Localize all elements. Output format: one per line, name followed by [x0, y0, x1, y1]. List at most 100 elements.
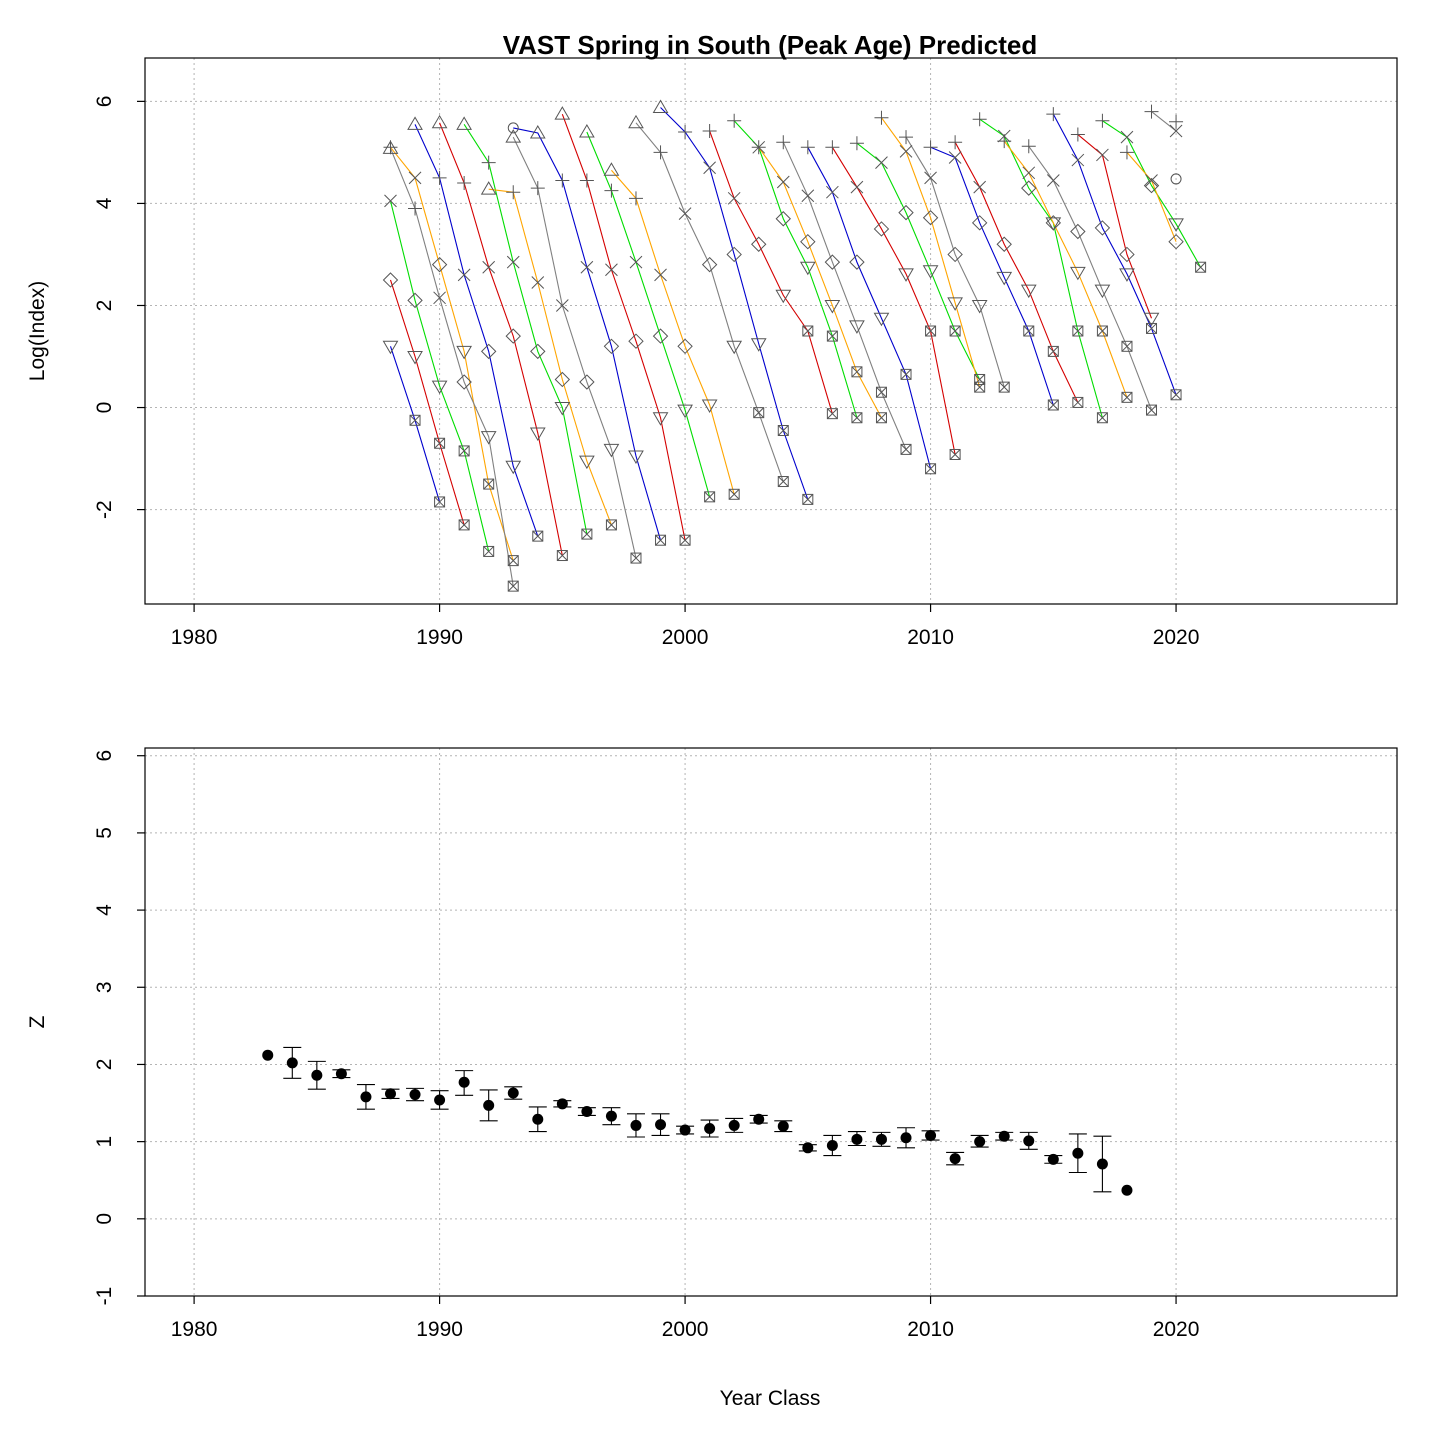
marker-square-x-cross	[974, 381, 986, 393]
marker-cross	[727, 191, 741, 205]
cohort-line	[1003, 140, 1128, 398]
marker-triangle-down	[603, 443, 620, 458]
marker-plus	[972, 112, 987, 127]
marker-triangle-down	[922, 265, 939, 279]
z-point	[1096, 1158, 1108, 1170]
marker-square-x-cross	[949, 325, 961, 337]
marker-triangle-up	[480, 181, 497, 195]
marker-square-x	[728, 488, 740, 500]
cohort-line	[611, 169, 735, 495]
marker-square-x	[1096, 412, 1108, 424]
z-point	[949, 1153, 961, 1165]
marker-square-x	[925, 325, 937, 337]
z-point	[458, 1076, 470, 1088]
marker-cross	[531, 276, 545, 289]
marker-plus	[555, 173, 570, 188]
cohort-line	[1077, 134, 1153, 319]
marker-cross	[580, 260, 594, 274]
marker-square-x-cross	[1146, 323, 1157, 334]
marker-square-x-cross	[974, 374, 986, 385]
marker-plus	[1144, 104, 1159, 119]
marker-square-x	[900, 443, 912, 455]
y-tick-label: 0	[93, 402, 116, 414]
y-tick-label: 4	[93, 197, 116, 209]
marker-diamond	[1143, 177, 1160, 194]
marker-square-x-cross	[1195, 261, 1206, 273]
plot-frame	[144, 57, 1398, 605]
marker-triangle-down	[480, 431, 497, 445]
marker-square-x-cross	[753, 407, 765, 418]
marker-plus	[1169, 114, 1184, 129]
marker-diamond	[701, 256, 718, 273]
marker-triangle-down	[554, 402, 571, 416]
z-point	[777, 1120, 789, 1132]
y-tick-label: -2	[93, 500, 116, 519]
marker-square-x	[605, 519, 617, 531]
marker-cross	[506, 255, 520, 269]
marker-diamond	[898, 204, 914, 221]
marker-square-x	[851, 366, 863, 378]
marker-square-x	[434, 437, 446, 449]
cohort-line	[807, 147, 932, 469]
marker-plus	[702, 123, 717, 138]
z-point	[409, 1089, 421, 1101]
x-tick-label: 2020	[1153, 626, 1200, 649]
marker-square-x	[1121, 340, 1133, 352]
marker-cross	[1120, 130, 1134, 144]
cohort-line	[389, 200, 490, 552]
y-tick-label: 6	[93, 96, 116, 108]
z-point	[875, 1133, 887, 1145]
marker-triangle-down	[799, 261, 816, 276]
marker-triangle-down	[505, 460, 522, 475]
x-tick-label: 1980	[171, 1318, 218, 1341]
z-points	[262, 1046, 1133, 1196]
cohort-line	[1126, 152, 1177, 242]
cohort-line	[758, 146, 882, 419]
marker-triangle-down	[1069, 266, 1086, 281]
y-tick-label: 3	[93, 981, 116, 993]
marker-square-x-cross	[1097, 412, 1108, 424]
marker-plus	[481, 155, 496, 170]
marker-square-x-cross	[827, 330, 838, 342]
cohort-line	[586, 131, 711, 497]
marker-cross	[1022, 166, 1036, 180]
marker-triangle-down	[382, 340, 399, 355]
marker-plus	[432, 170, 447, 185]
marker-square-x-cross	[728, 488, 740, 500]
marker-square-x-cross	[1121, 340, 1133, 352]
cohort-line	[930, 146, 1054, 406]
marker-triangle-up	[652, 99, 669, 113]
marker-square-x	[704, 491, 716, 503]
cohort-line	[905, 136, 1005, 388]
z-point	[900, 1132, 912, 1144]
cohort-line	[1028, 145, 1153, 411]
marker-cross	[1071, 153, 1085, 167]
z-point	[655, 1119, 667, 1131]
marker-diamond	[579, 374, 595, 390]
marker-diamond	[1168, 233, 1184, 250]
cohort-line	[414, 124, 539, 537]
marker-square-x	[826, 408, 838, 420]
marker-square-x-cross	[827, 408, 838, 420]
y-tick-label: 5	[93, 827, 116, 839]
marker-cross	[555, 299, 569, 312]
chart-title: VAST Spring in South (Peak Age) Predicte…	[503, 30, 1038, 60]
marker-cross	[605, 263, 618, 277]
marker-square-x	[1047, 345, 1059, 357]
marker-diamond	[1021, 180, 1037, 196]
cohort-line	[1052, 113, 1177, 395]
marker-triangle-up	[554, 106, 571, 120]
y-tick-label: 6	[93, 750, 116, 762]
marker-cross	[1046, 174, 1060, 187]
marker-diamond	[971, 215, 988, 231]
marker-square-x	[851, 412, 863, 424]
marker-square-x	[900, 368, 912, 380]
marker-plus	[457, 176, 472, 191]
marker-square-x	[777, 476, 789, 488]
cohort-line	[831, 147, 956, 455]
marker-triangle-up	[382, 140, 399, 154]
cohort-line	[856, 142, 981, 380]
cohort-line	[1102, 120, 1202, 268]
marker-square-x	[1047, 399, 1059, 411]
marker-triangle-down	[971, 299, 988, 314]
